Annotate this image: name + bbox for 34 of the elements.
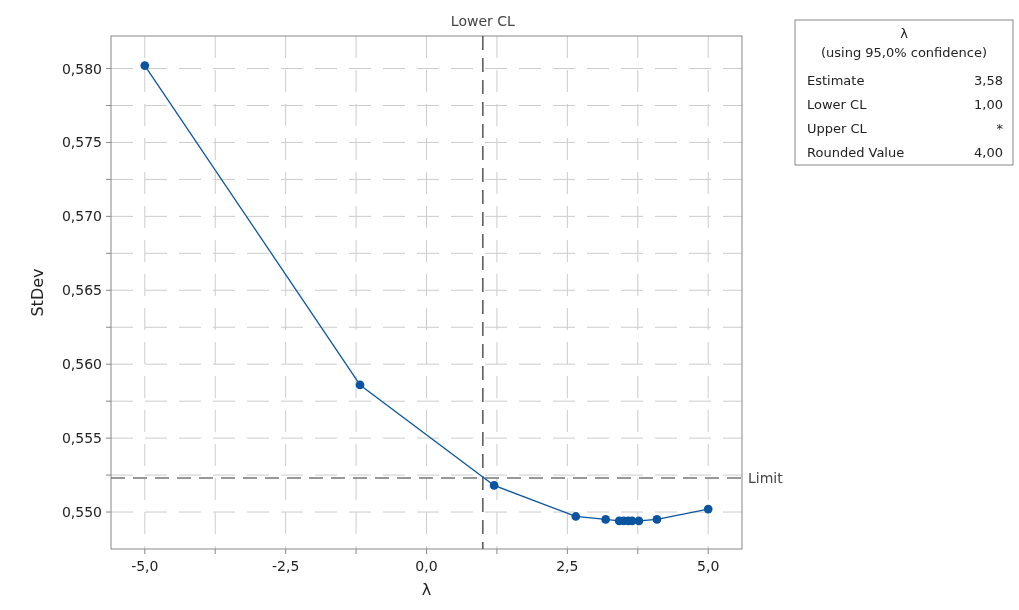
y-tick-label: 0,575 bbox=[61, 134, 102, 151]
text: Estimate bbox=[807, 73, 865, 88]
point bbox=[652, 515, 662, 524]
x-tick-label: 2,5 bbox=[556, 558, 579, 574]
text: Upper CL bbox=[807, 121, 868, 136]
y-tick-label: 0,550 bbox=[61, 504, 102, 521]
x-tick-label: -5,0 bbox=[131, 558, 159, 574]
text: λ bbox=[900, 26, 909, 41]
point bbox=[140, 61, 150, 70]
point bbox=[571, 512, 581, 521]
point bbox=[634, 516, 644, 526]
x-axis-title: λ bbox=[421, 580, 432, 599]
text: Lower CL bbox=[807, 97, 868, 112]
point bbox=[703, 504, 713, 514]
text: Rounded Value bbox=[807, 145, 905, 160]
y-tick-label: 0,560 bbox=[61, 356, 102, 373]
y-tick-label: 0,565 bbox=[61, 282, 102, 299]
ref-line-label: Lower CL bbox=[450, 13, 516, 29]
point bbox=[355, 380, 365, 390]
ref-line-label: Limit bbox=[748, 470, 784, 487]
y-tick-label: 0,570 bbox=[61, 208, 102, 225]
text: 4,00 bbox=[974, 145, 1003, 160]
text: * bbox=[996, 121, 1004, 136]
x-tick-label: 5,0 bbox=[697, 558, 720, 574]
text: (using 95,0% confidence) bbox=[821, 45, 987, 60]
y-axis-title: StDev bbox=[28, 268, 47, 317]
y-tick-label: 0,580 bbox=[61, 60, 102, 77]
text: 3,58 bbox=[974, 73, 1003, 88]
x-tick-label: -2,5 bbox=[271, 558, 300, 574]
text: 1,00 bbox=[974, 97, 1003, 112]
x-tick-label: 0,0 bbox=[415, 558, 438, 574]
y-tick-label: 0,555 bbox=[61, 430, 102, 447]
point bbox=[601, 515, 611, 524]
point bbox=[489, 481, 499, 490]
